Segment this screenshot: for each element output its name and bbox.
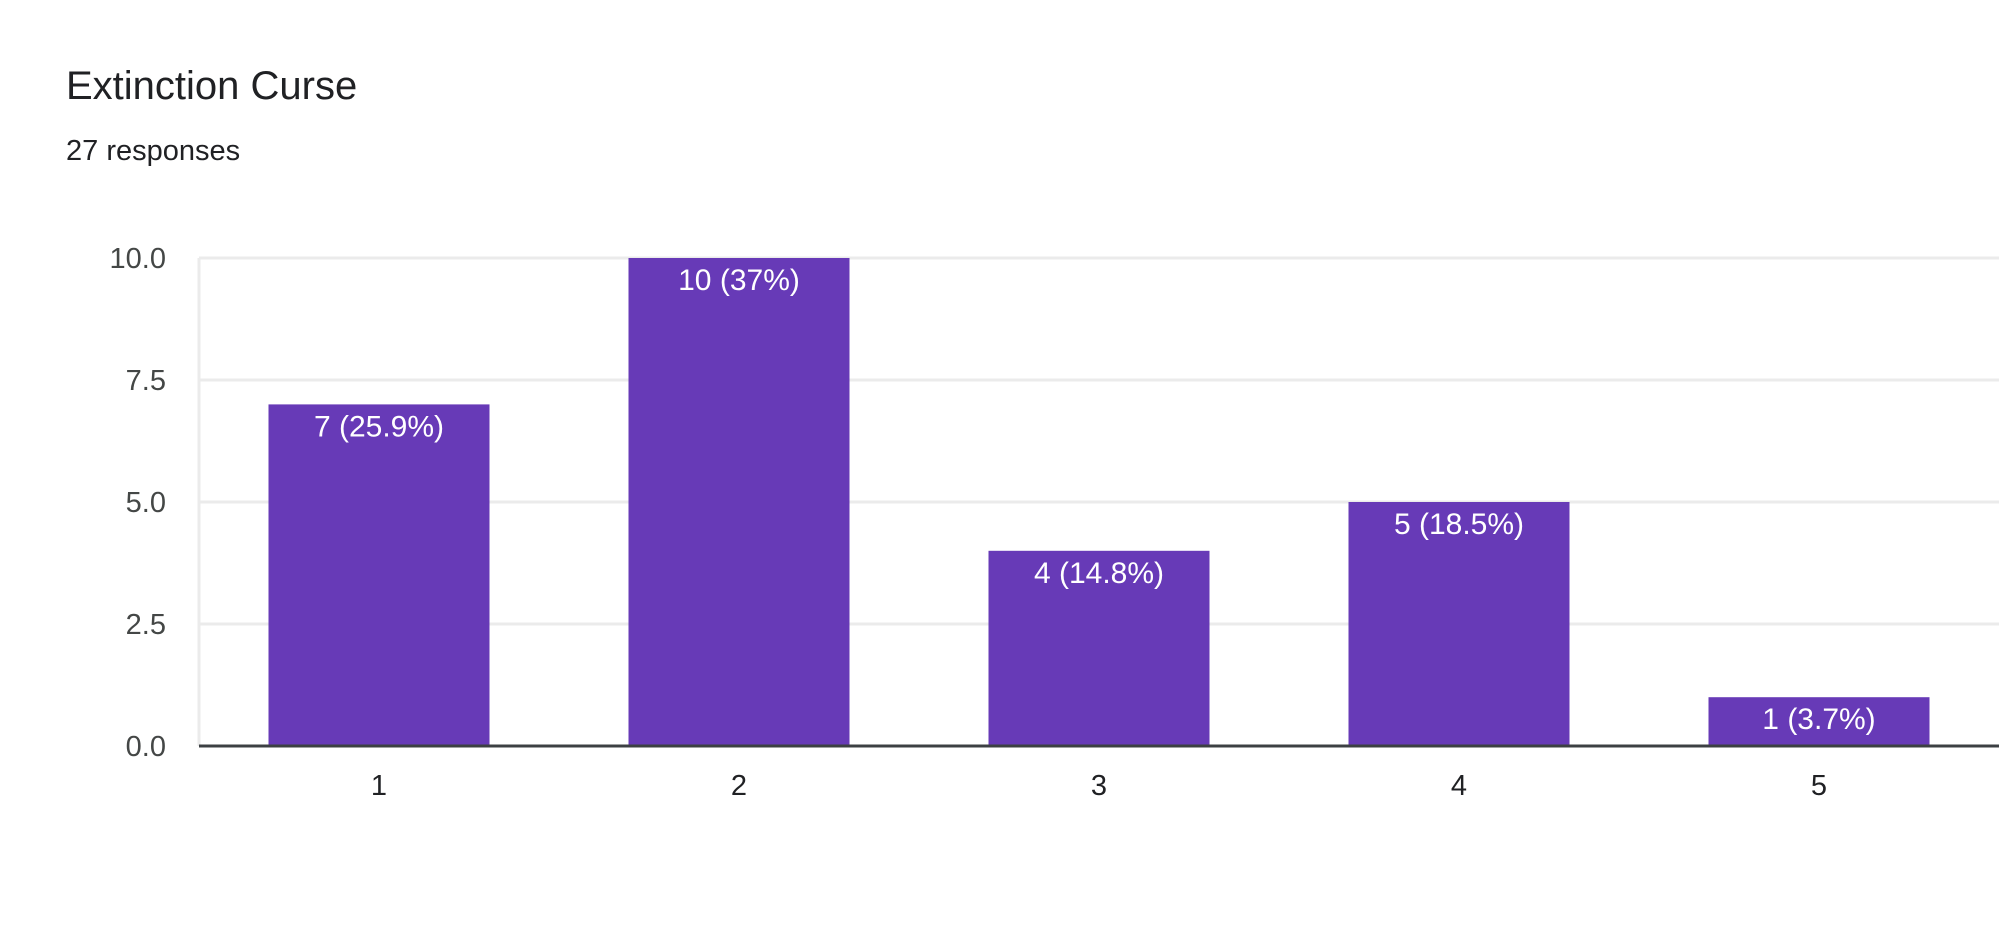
- y-tick-label: 10.0: [110, 243, 166, 275]
- y-tick-label: 2.5: [126, 609, 166, 641]
- bar-1: [268, 404, 490, 746]
- x-axis-ticks: 1 2 3 4 5: [371, 770, 1827, 802]
- response-count: 27 responses: [66, 135, 241, 167]
- x-tick-label: 4: [1451, 770, 1467, 802]
- bar-4: [1348, 502, 1570, 746]
- x-tick-label: 2: [731, 770, 747, 802]
- y-tick-label: 7.5: [126, 365, 166, 397]
- y-axis-ticks: 0.0 2.5 5.0 7.5 10.0: [110, 243, 166, 763]
- bar-value-label: 10 (37%): [678, 264, 800, 297]
- bar-value-label: 7 (25.9%): [314, 410, 444, 443]
- bar-value-label: 5 (18.5%): [1394, 508, 1524, 541]
- bar-5: [1708, 697, 1930, 746]
- bar-value-label: 4 (14.8%): [1034, 557, 1164, 590]
- bars: 7 (25.9%) 10 (37%) 4 (14.8%) 5 (18.5%) 1 (3.…: [268, 258, 1930, 746]
- x-tick-label: 5: [1811, 770, 1827, 802]
- bar-3: [988, 550, 1210, 746]
- y-tick-label: 5.0: [126, 487, 166, 519]
- bar-value-label: 1 (3.7%): [1762, 703, 1875, 736]
- chart-title: Extinction Curse: [66, 64, 358, 108]
- bar-2: [628, 258, 850, 746]
- x-tick-label: 3: [1091, 770, 1107, 802]
- y-tick-label: 0.0: [126, 731, 166, 763]
- x-tick-label: 1: [371, 770, 387, 802]
